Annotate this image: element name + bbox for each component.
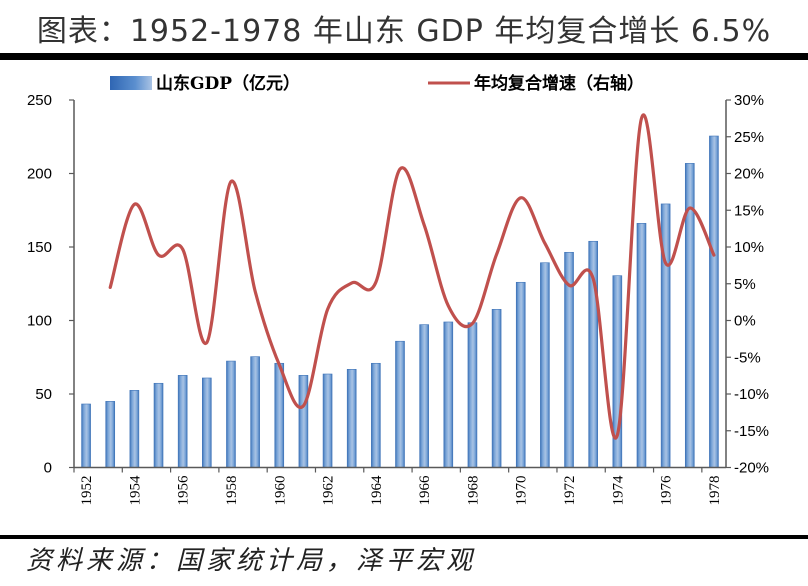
x-tick-label: 1972: [562, 476, 578, 506]
right-axis-ticks: -20% -15% -10% -5% 0% 5% 10% 15% 20% 25% 30%: [726, 92, 769, 477]
bar-1960: [274, 362, 285, 468]
x-tick-label: 1954: [127, 475, 143, 506]
bar-1957: [202, 377, 212, 468]
line-series: [108, 113, 716, 440]
bar-1970: [515, 281, 526, 468]
chart-title: 图表：1952-1978 年山东 GDP 年均复合增长 6.5%: [36, 14, 772, 49]
right-tick-label: 15%: [734, 202, 764, 219]
bar-1969: [491, 309, 502, 468]
x-tick-label: 1958: [224, 476, 240, 506]
right-tick-label: 5%: [734, 276, 756, 293]
left-tick-label: 250: [27, 92, 52, 109]
right-tick-label: -20%: [734, 460, 769, 477]
source-note: 资料来源：国家统计局，泽平宏观: [26, 546, 477, 576]
left-axis-ticks: 0 50 100 150 200 250: [27, 92, 74, 477]
x-tick-label: 1968: [465, 476, 481, 506]
title-divider: [0, 53, 808, 60]
x-axis-ticks: 1952 1954 1956 1958 1960 1962 1964 1966 1968 1970…: [73, 467, 723, 506]
bar-1962: [322, 373, 333, 468]
left-tick-label: 150: [27, 239, 52, 256]
bar-series: [81, 135, 719, 468]
legend-bar-label: 山东GDP（亿元）: [156, 73, 300, 94]
bar-1967: [443, 321, 454, 468]
bar-1975: [636, 223, 647, 468]
x-tick-label: 1970: [514, 476, 530, 506]
right-tick-label: 20%: [734, 166, 764, 183]
legend: 山东GDP（亿元） 年均复合增速（右轴）: [110, 73, 644, 94]
right-tick-label: -10%: [734, 386, 769, 403]
x-tick-label: 1960: [272, 476, 288, 506]
x-tick-label: 1962: [321, 476, 337, 506]
growth-rate-line: [108, 113, 716, 440]
right-tick-label: 30%: [734, 92, 764, 109]
legend-bar-swatch: [110, 76, 152, 90]
bar-1952: [81, 403, 91, 468]
x-tick-label: 1952: [79, 476, 95, 506]
x-tick-label: 1964: [369, 475, 385, 506]
bar-1956: [177, 375, 188, 468]
x-tick-label: 1966: [417, 475, 433, 506]
right-tick-label: -15%: [734, 423, 769, 440]
bar-1955: [153, 382, 164, 468]
bar-1963: [346, 369, 357, 468]
right-tick-label: 25%: [734, 129, 764, 146]
bar-1966: [419, 324, 429, 468]
bar-1959: [250, 356, 260, 468]
x-tick-label: 1976: [659, 475, 675, 506]
bar-1971: [540, 262, 550, 468]
left-tick-label: 0: [44, 460, 52, 477]
legend-line-label: 年均复合增速（右轴）: [474, 73, 644, 94]
footer-divider: [0, 535, 808, 539]
bar-1965: [395, 340, 405, 468]
x-tick-label: 1978: [707, 476, 723, 506]
left-tick-label: 200: [27, 166, 52, 183]
right-tick-label: 0%: [734, 313, 756, 330]
x-tick-label: 1956: [176, 475, 192, 506]
bar-1964: [371, 362, 381, 468]
bar-1958: [226, 360, 236, 468]
x-tick-label: 1974: [610, 475, 626, 506]
bar-1961: [298, 375, 309, 468]
bar-1954: [129, 390, 140, 468]
bar-1953: [105, 401, 116, 468]
right-tick-label: -5%: [734, 349, 761, 366]
bar-1978: [709, 135, 719, 468]
left-tick-label: 100: [27, 313, 52, 330]
bar-1968: [467, 322, 478, 468]
left-tick-label: 50: [35, 386, 52, 403]
right-tick-label: 10%: [734, 239, 764, 256]
